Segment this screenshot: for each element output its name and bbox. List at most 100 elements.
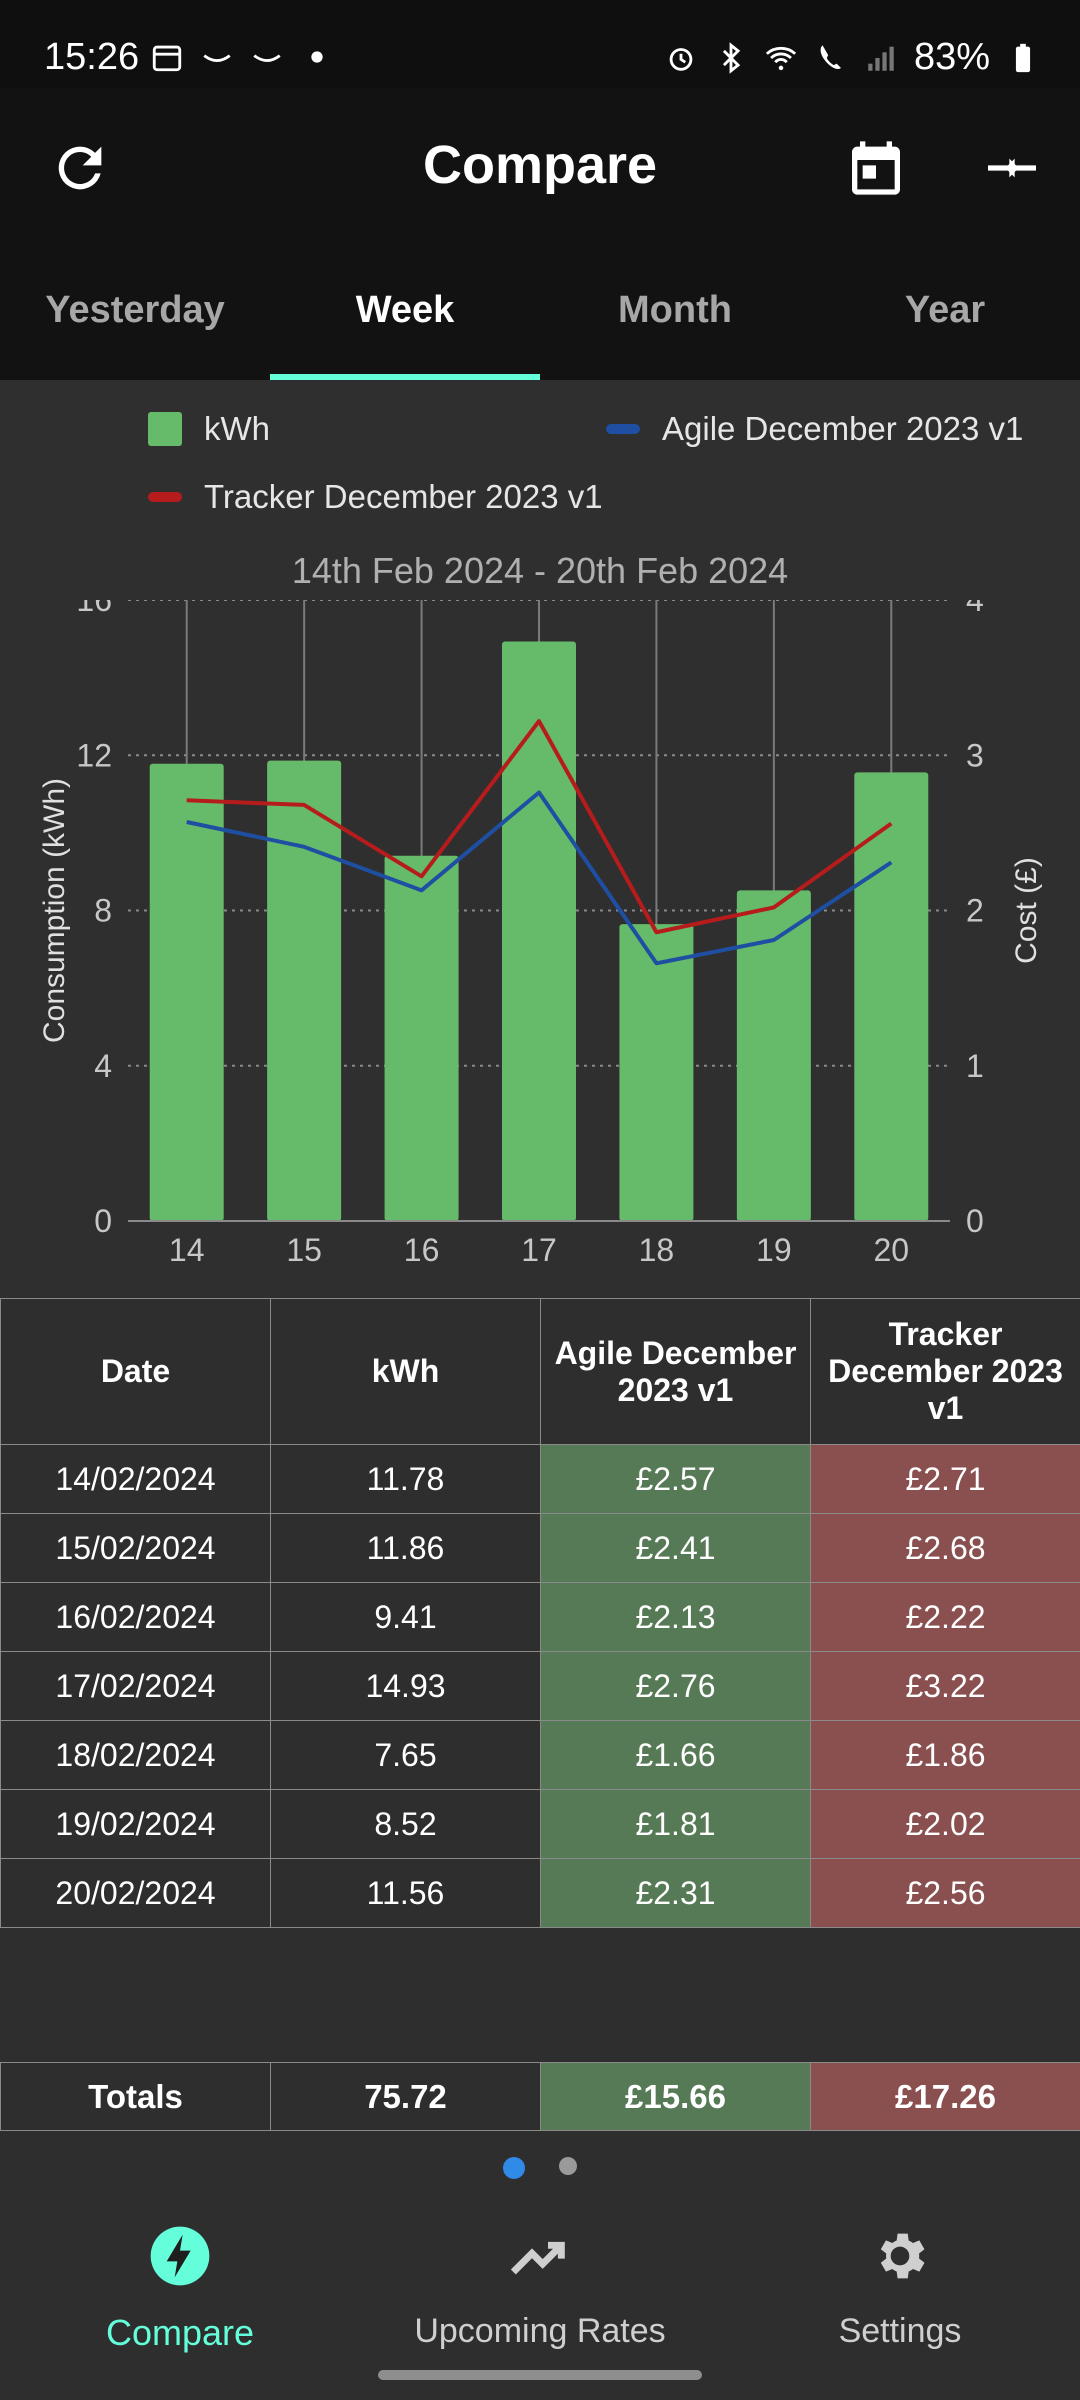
table-row: 17/02/2024 14.93 £2.76 £3.22	[0, 1651, 1080, 1721]
bottom-navigation: Compare Upcoming Rates Settings	[0, 2200, 1080, 2360]
status-bar: 15:26 83%	[0, 0, 1080, 88]
legend-label-agile: Agile December 2023 v1	[662, 410, 1024, 447]
tab-month[interactable]: Month	[618, 289, 732, 331]
y2-tick-label: 4	[966, 600, 984, 618]
tab-week[interactable]: Week	[270, 250, 540, 380]
cell-tracker-cost: £2.68	[810, 1513, 1080, 1583]
calendar-icon	[852, 141, 900, 195]
legend-swatch-tracker	[148, 492, 182, 502]
y2-tick-label: 2	[966, 893, 984, 929]
legend-swatch-kwh	[148, 412, 182, 446]
chart-title: 14th Feb 2024 - 20th Feb 2024	[291, 550, 789, 591]
wifi-calling-icon	[820, 44, 841, 69]
refresh-icon	[58, 146, 102, 190]
table-header-row: Date kWh Agile December 2023 v1 Tracker …	[0, 1298, 1080, 1445]
table-row: 15/02/2024 11.86 £2.41 £2.68	[0, 1513, 1080, 1583]
totals-table: Totals 75.72 £15.66 £17.26	[0, 2062, 1080, 2131]
tab-yesterday[interactable]: Yesterday	[45, 289, 225, 331]
gear-icon	[880, 2233, 925, 2279]
system-status-icons: 83%	[664, 36, 1040, 79]
legend-swatch-agile	[606, 424, 640, 434]
calendar-notification-icon	[152, 45, 182, 72]
status-time: 15:26	[44, 36, 140, 78]
table-row: 20/02/2024 11.56 £2.31 £2.56	[0, 1858, 1080, 1928]
y2-tick-label: 0	[966, 1203, 984, 1239]
cell-tracker-cost: £2.71	[810, 1444, 1080, 1514]
x-tick-label: 15	[286, 1232, 322, 1268]
cell-kwh: 8.52	[270, 1789, 541, 1859]
cell-tracker-cost: £1.86	[810, 1720, 1080, 1790]
cell-tracker-cost: £2.56	[810, 1858, 1080, 1928]
cell-date: 18/02/2024	[0, 1720, 271, 1790]
refresh-button[interactable]	[38, 126, 122, 210]
nav-upcoming-rates[interactable]: Upcoming Rates	[360, 2200, 720, 2360]
cell-tracker-cost: £2.02	[810, 1789, 1080, 1859]
wifi-icon	[765, 46, 797, 70]
totals-label: Totals	[0, 2062, 271, 2131]
table-row: 19/02/2024 8.52 £1.81 £2.02	[0, 1789, 1080, 1859]
y-tick-label: 12	[76, 737, 112, 773]
header-agile: Agile December 2023 v1	[540, 1298, 811, 1445]
cell-agile-cost: £1.81	[540, 1789, 811, 1859]
tab-year[interactable]: Year	[904, 289, 986, 331]
totals-row: Totals 75.72 £15.66 £17.26	[0, 2062, 1080, 2131]
cell-agile-cost: £2.13	[540, 1582, 811, 1652]
bar-kwh-17[interactable]	[502, 641, 576, 1221]
legend-item-tracker[interactable]: Tracker December 2023 v1	[148, 478, 603, 516]
page-dot-2[interactable]	[559, 2157, 577, 2175]
chart-panel: kWh Agile December 2023 v1 Tracker Decem…	[0, 380, 1080, 1295]
cell-date: 19/02/2024	[0, 1789, 271, 1859]
bar-kwh-20[interactable]	[854, 772, 929, 1221]
cell-kwh: 11.56	[270, 1858, 541, 1928]
chart-legend: kWh Agile December 2023 v1 Tracker Decem…	[0, 380, 1080, 550]
cell-kwh: 9.41	[270, 1582, 541, 1652]
cell-agile-cost: £1.66	[540, 1720, 811, 1790]
bar-kwh-19[interactable]	[736, 890, 811, 1221]
header-date: Date	[0, 1298, 271, 1445]
x-tick-label: 17	[521, 1232, 557, 1268]
nav-settings[interactable]: Settings	[720, 2200, 1080, 2360]
x-tick-label: 19	[756, 1232, 792, 1268]
calendar-button[interactable]	[834, 126, 918, 210]
legend-item-kwh[interactable]: kWh	[148, 410, 270, 448]
y-tick-label: 16	[76, 600, 112, 618]
header-tracker: Tracker December 2023 v1	[810, 1298, 1080, 1445]
table-body: 14/02/2024 11.78 £2.57 £2.71 15/02/2024 11.86…	[0, 1444, 1080, 1928]
gesture-handle[interactable]	[378, 2370, 702, 2380]
bar-kwh-18[interactable]	[619, 924, 694, 1221]
period-tabs: Yesterday Week Month Year	[0, 250, 1080, 380]
legend-item-agile[interactable]: Agile December 2023 v1	[606, 410, 1023, 448]
page-dot-1[interactable]	[503, 2157, 525, 2179]
y2-tick-label: 1	[966, 1048, 984, 1084]
y-axis-title: Consumption (kWh)	[38, 778, 71, 1043]
line-tracker[interactable]	[186, 719, 893, 935]
cell-agile-cost: £2.41	[540, 1513, 811, 1583]
bar-kwh-15[interactable]	[267, 760, 342, 1221]
bar-kwh-16[interactable]	[384, 855, 459, 1221]
line-agile[interactable]	[186, 790, 893, 966]
comparison-table: Date kWh Agile December 2023 v1 Tracker …	[0, 1298, 1080, 1928]
compare-arrows-button[interactable]	[970, 126, 1054, 210]
bar-kwh-14[interactable]	[149, 763, 224, 1221]
cell-kwh: 11.86	[270, 1513, 541, 1583]
cell-date: 15/02/2024	[0, 1513, 271, 1583]
table-row: 16/02/2024 9.41 £2.13 £2.22	[0, 1582, 1080, 1652]
cell-kwh: 11.78	[270, 1444, 541, 1514]
cell-kwh: 14.93	[270, 1651, 541, 1721]
cell-date: 16/02/2024	[0, 1582, 271, 1652]
alarm-icon	[669, 47, 693, 71]
cell-tracker-cost: £3.22	[810, 1651, 1080, 1721]
y2-axis-title: Cost (£)	[1010, 857, 1043, 964]
amazon-notification-icon	[203, 54, 231, 62]
compare-arrows-icon	[988, 158, 1036, 178]
cell-agile-cost: £2.31	[540, 1858, 811, 1928]
nav-label-settings: Settings	[838, 2312, 962, 2350]
nav-compare[interactable]: Compare	[0, 2200, 360, 2360]
cell-date: 20/02/2024	[0, 1858, 271, 1928]
nav-label-compare: Compare	[105, 2312, 255, 2353]
totals-tracker: £17.26	[810, 2062, 1080, 2131]
x-tick-label: 18	[639, 1232, 675, 1268]
trending-up-icon	[510, 2241, 565, 2275]
cell-agile-cost: £2.57	[540, 1444, 811, 1514]
